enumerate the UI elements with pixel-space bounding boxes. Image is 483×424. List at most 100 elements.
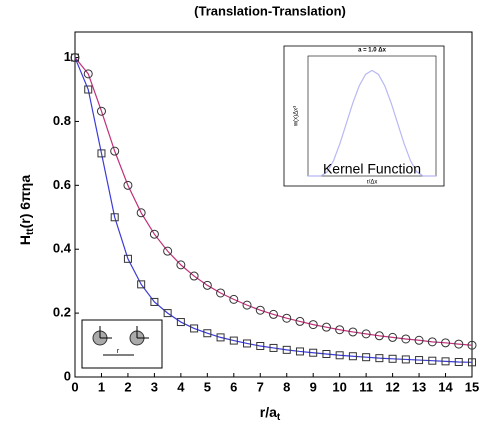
x-tick-label: 1 <box>98 379 105 394</box>
square-marker <box>282 345 291 354</box>
square-marker <box>216 333 225 342</box>
x-label-main: r/a <box>260 404 277 420</box>
circle-marker <box>348 327 358 337</box>
x-tick-label: 4 <box>177 379 185 394</box>
square-marker <box>243 339 252 348</box>
schematic-frame <box>81 319 163 369</box>
x-tick-label: 12 <box>385 379 399 394</box>
x-tick-label: 9 <box>310 379 317 394</box>
kernel-line <box>308 69 436 177</box>
circle-marker <box>335 325 345 335</box>
square-marker <box>375 354 384 363</box>
circle-marker <box>454 339 464 349</box>
x-tick-label: 10 <box>332 379 346 394</box>
y-label-main: H <box>17 235 33 245</box>
square-marker <box>203 329 212 338</box>
x-axis-label: r/at <box>260 404 281 423</box>
y-axis-label: Htt(r) 6πηa <box>17 175 36 246</box>
circle-marker <box>123 180 133 190</box>
inset-axes <box>307 55 437 177</box>
y-label-rest: (r) 6πηa <box>17 175 33 229</box>
square-marker <box>468 358 476 367</box>
square-marker <box>71 53 79 62</box>
square-marker <box>428 356 437 365</box>
square-marker <box>163 309 172 318</box>
x-tick-label: 11 <box>359 379 373 394</box>
circle-marker <box>189 271 199 281</box>
circle-marker <box>321 322 331 332</box>
y-tick-label: 0.8 <box>53 113 71 128</box>
series-line <box>74 57 473 346</box>
schematic-label: r <box>117 348 120 355</box>
series-line <box>74 57 473 363</box>
circle-marker <box>110 146 120 156</box>
circle-marker <box>467 340 477 350</box>
circle-marker <box>96 106 106 116</box>
square-marker <box>362 353 371 362</box>
inset-kernel: a = 1.0 Δx r/Δx w(x)Δx³ Kernel Function <box>283 45 445 187</box>
circle-marker <box>163 246 173 256</box>
square-marker <box>150 297 159 306</box>
circle-marker <box>427 337 437 347</box>
inset-frame <box>283 45 445 187</box>
square-marker <box>441 357 450 366</box>
square-marker <box>454 357 463 366</box>
x-tick-label: 5 <box>204 379 211 394</box>
circle-marker <box>269 309 278 319</box>
circle-marker <box>242 300 252 310</box>
chart-title: (Translation-Translation) <box>194 3 346 18</box>
square-marker <box>335 351 344 360</box>
arrows <box>99 326 149 356</box>
square-marker <box>176 318 185 327</box>
circle-marker <box>216 288 226 298</box>
schematic: r <box>81 319 163 369</box>
circle-marker <box>176 260 186 270</box>
circle-marker <box>361 329 371 339</box>
square-marker <box>256 342 265 351</box>
y-tick-label: 1 <box>64 49 71 64</box>
square-marker <box>295 347 304 356</box>
square-marker <box>309 348 318 357</box>
square-marker <box>322 350 331 358</box>
square-marker <box>123 254 132 263</box>
circle-marker <box>441 338 451 348</box>
x-tick-label: 0 <box>71 379 78 394</box>
circle-marker <box>388 332 398 342</box>
y-tick-label: 0.2 <box>53 305 71 320</box>
circle-marker <box>83 69 93 79</box>
x-tick-label: 14 <box>438 379 453 394</box>
inset-x-label: r/Δx <box>367 180 378 186</box>
square-marker <box>97 149 106 158</box>
circle-marker <box>308 320 318 330</box>
x-tick-label: 13 <box>412 379 426 394</box>
circle-marker <box>282 313 292 323</box>
circle-marker <box>255 305 265 315</box>
x-tick-label: 6 <box>230 379 237 394</box>
square-marker <box>84 85 93 94</box>
square-marker <box>415 356 424 365</box>
square-marker <box>348 352 357 361</box>
x-tick-label: 7 <box>257 379 264 394</box>
y-label-sub: tt <box>25 228 36 235</box>
axes-frame <box>74 31 473 378</box>
circle-marker <box>136 208 146 218</box>
circle-marker <box>295 316 305 326</box>
y-tick-label: 0.6 <box>53 177 71 192</box>
circle-marker <box>414 335 424 345</box>
x-tick-label: 8 <box>283 379 290 394</box>
circle-marker <box>202 280 212 290</box>
square-marker <box>229 336 238 345</box>
x-label-sub: t <box>277 412 281 423</box>
square-marker <box>190 324 199 333</box>
y-tick-label: 0 <box>64 368 71 383</box>
inset-y-label: w(x)Δx³ <box>294 106 300 127</box>
inset-title: a = 1.0 Δx <box>358 48 386 54</box>
x-tick-label: 2 <box>124 379 131 394</box>
x-tick-label: 15 <box>465 379 479 394</box>
circle-marker <box>229 294 239 304</box>
square-marker <box>110 213 119 222</box>
inset-annotation: Kernel Function <box>323 161 421 177</box>
square-marker <box>401 355 410 364</box>
square-marker <box>137 280 146 289</box>
